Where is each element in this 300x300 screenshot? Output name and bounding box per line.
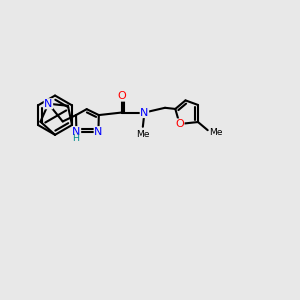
Text: N: N [72, 127, 81, 136]
Text: N: N [94, 127, 103, 136]
Text: N: N [44, 99, 52, 109]
Text: O: O [175, 119, 184, 129]
Text: O: O [117, 91, 126, 101]
Text: Me: Me [136, 130, 150, 139]
Text: H: H [72, 134, 79, 143]
Text: N: N [140, 107, 148, 118]
Text: Me: Me [209, 128, 223, 136]
